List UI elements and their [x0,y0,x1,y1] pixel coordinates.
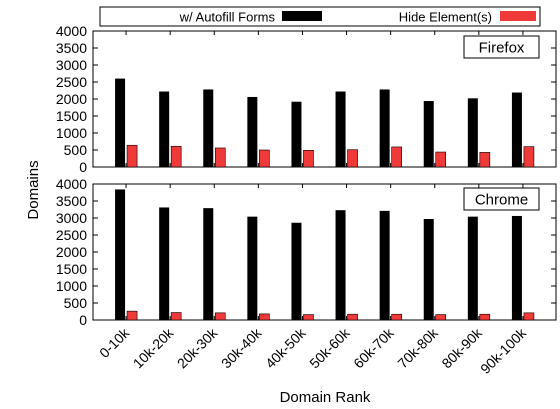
x-tick-label: 20k-30k [174,324,221,371]
bar-hide-elements-firefox [391,146,402,168]
y-tick-label: 3500 [56,40,87,56]
bar-hide-elements-chrome [303,314,314,321]
bar-hide-elements-firefox [126,144,138,168]
y-tick-label: 3500 [56,193,87,209]
x-tick-label: 90k-100k [477,324,530,377]
bar-hide-elements-firefox [214,147,226,168]
x-tick-label: 50k-60k [306,324,353,371]
bar-hide-elements-firefox [435,151,447,168]
bar-hide-elements-chrome [259,313,270,321]
bars-chrome [115,184,535,321]
x-tick-label: 0-10k [96,324,133,361]
bar-autofill-forms-firefox [247,96,258,167]
x-tick-label: 60k-70k [350,324,397,371]
bar-hide-elements-firefox [259,149,270,168]
bar-autofill-forms-chrome [335,210,346,320]
y-axis-title: Domains [25,160,42,219]
bar-hide-elements-firefox [347,149,358,168]
bar-autofill-forms-chrome [467,216,478,320]
bar-hide-elements-firefox [479,152,491,168]
panel-label-firefox: Firefox [479,40,525,57]
y-tick-label: 0 [79,312,87,328]
panel-label-chrome: Chrome [475,192,528,209]
bar-autofill-forms-firefox [115,78,126,167]
y-tick-label: 1000 [56,278,87,294]
bar-autofill-forms-firefox [203,89,214,167]
bar-hide-elements-firefox [303,150,314,168]
bar-hide-elements-chrome [479,313,491,321]
y-tick-label: 2000 [56,91,87,107]
bar-autofill-forms-chrome [159,207,170,320]
legend: w/ Autofill Forms Hide Element(s) [99,6,541,27]
bar-hide-elements-chrome [391,313,402,321]
bar-hide-elements-firefox [170,145,182,168]
y-tick-label: 4000 [56,176,87,192]
bar-autofill-forms-chrome [511,215,522,320]
bar-autofill-forms-firefox [291,101,302,167]
bar-autofill-forms-firefox [511,92,522,167]
y-tick-label: 2000 [56,244,87,260]
bar-hide-elements-chrome [347,313,358,321]
bar-autofill-forms-chrome [291,222,302,320]
bar-hide-elements-chrome [435,314,447,321]
bar-autofill-forms-chrome [203,208,214,320]
panel-label-box [463,187,540,211]
y-tick-label: 3000 [56,210,87,226]
legend-label-autofill: w/ Autofill Forms [179,10,276,25]
bar-hide-elements-chrome [214,312,226,321]
legend-swatch-hide [500,11,536,21]
y-tick-label: 4000 [56,23,87,39]
y-tick-label: 2500 [56,227,87,243]
y-tick-label: 1500 [56,108,87,124]
bar-autofill-forms-firefox [159,91,170,167]
x-tick-label: 40k-50k [262,324,309,371]
bar-autofill-forms-chrome [115,189,126,320]
bar-autofill-forms-firefox [335,91,346,167]
panel-label-box [463,35,540,59]
x-tick-label: 70k-80k [394,324,441,371]
bars-firefox [115,31,535,168]
x-tick-label: 30k-40k [218,324,265,371]
y-tick-label: 1500 [56,261,87,277]
bar-hide-elements-firefox [523,146,535,168]
bar-hide-elements-chrome [170,312,182,321]
y-tick-label: 1000 [56,125,87,141]
y-tick-label: 500 [64,142,88,158]
x-axis-title: Domain Rank [280,389,371,406]
y-tick-label: 2500 [56,74,87,90]
bar-autofill-forms-chrome [247,216,258,320]
bar-autofill-forms-firefox [379,89,390,167]
bar-autofill-forms-chrome [423,219,434,320]
x-tick-label: 10k-20k [130,324,177,371]
y-tick-label: 3000 [56,57,87,73]
x-tick-labels: 0-10k10k-20k20k-30k30k-40k40k-50k50k-60k… [96,324,530,377]
bar-hide-elements-chrome [126,310,138,321]
y-tick-label: 0 [79,159,87,175]
bar-hide-elements-chrome [523,312,535,321]
y-tick-label: 500 [64,295,88,311]
bar-autofill-forms-firefox [467,98,478,167]
bar-autofill-forms-firefox [423,101,434,167]
bar-autofill-forms-chrome [379,210,390,320]
legend-label-hide: Hide Element(s) [399,10,492,25]
legend-swatch-autofill [282,11,322,21]
